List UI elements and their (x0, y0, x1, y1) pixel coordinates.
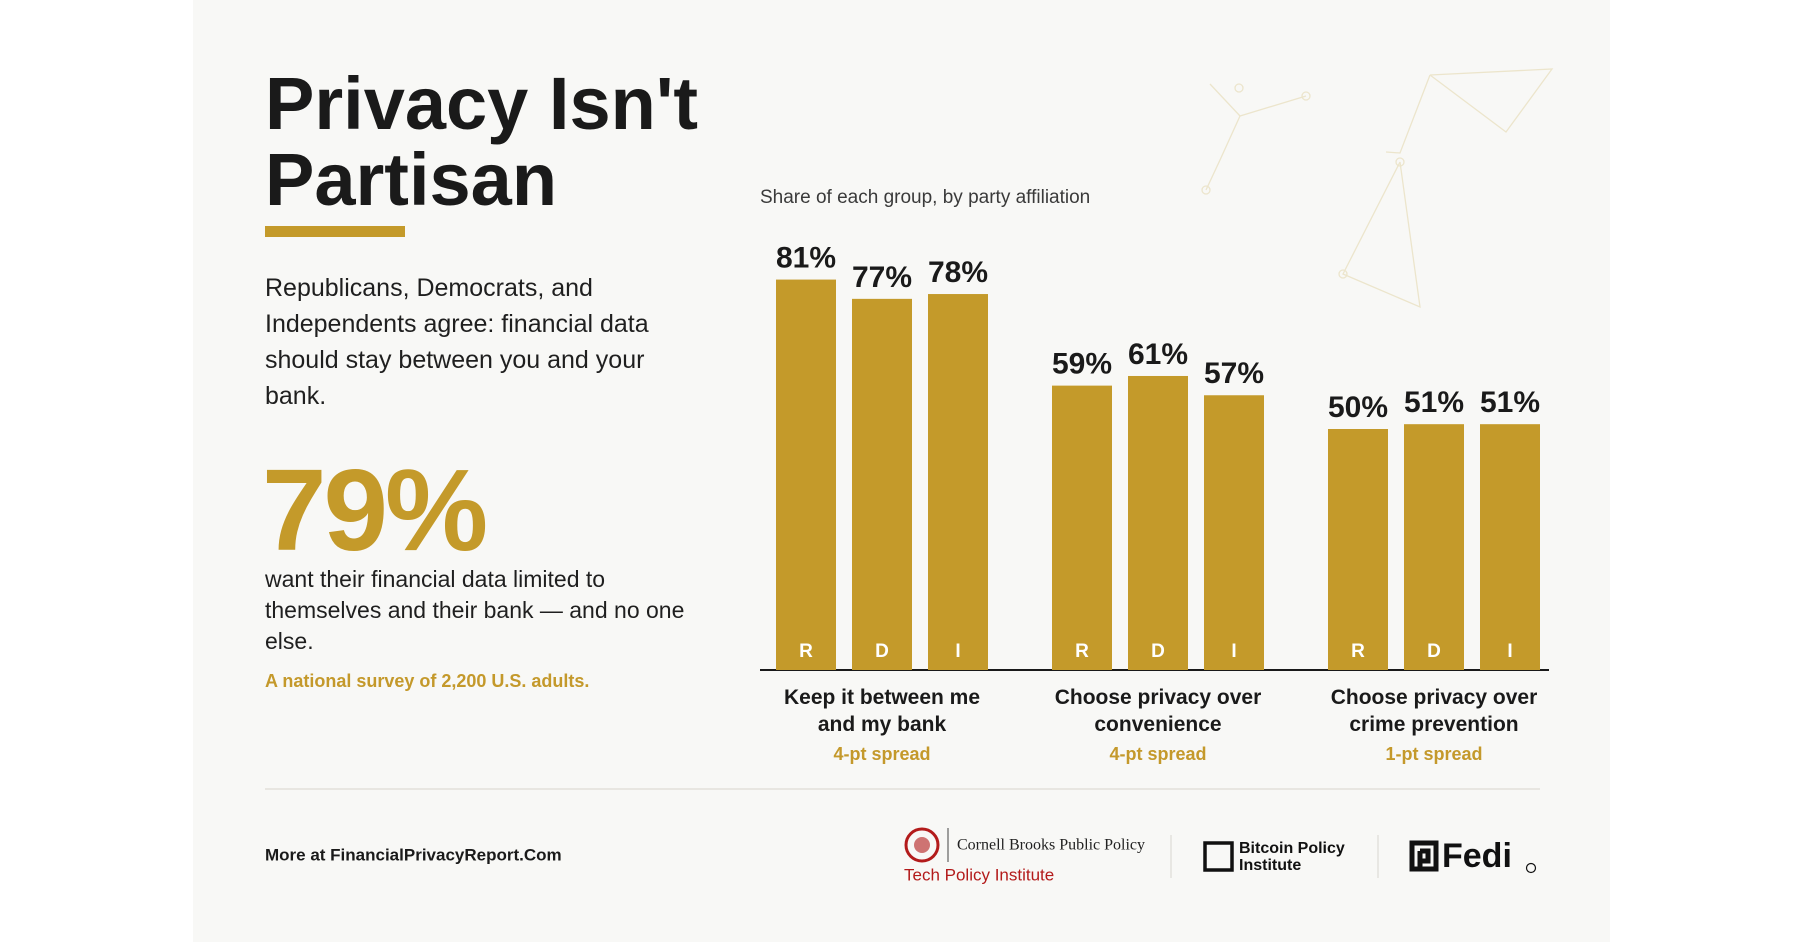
cornell-text: Cornell Brooks Public Policy (957, 837, 1145, 854)
value-label: 81% (776, 242, 836, 275)
chart-subtitle: Share of each group, by party affiliatio… (760, 187, 1090, 208)
category-note: 4-pt spread (833, 744, 931, 764)
bitcoin-logo: Bitcoin Policy Institute (1203, 840, 1345, 874)
bitcoin-text: Bitcoin Policy (1239, 840, 1345, 857)
value-label: 51% (1404, 386, 1464, 419)
series-label: D (1427, 641, 1441, 662)
fedi-mark (1409, 840, 1439, 872)
seal-center (914, 837, 930, 853)
category-note: 1-pt spread (1385, 744, 1483, 764)
bar (776, 279, 836, 670)
value-label: 59% (1052, 348, 1112, 381)
series-label: R (799, 641, 813, 662)
bar (1480, 424, 1540, 670)
value-label: 61% (1128, 338, 1188, 371)
category-note: 4-pt spread (1109, 744, 1207, 764)
bitcoin-box (1203, 841, 1234, 872)
category-label: Choose privacy over convenience (1054, 686, 1262, 736)
footer-link[interactable]: More at FinancialPrivacyReport.Com (265, 845, 562, 864)
value-label: 78% (928, 256, 988, 289)
tech-policy-text: Tech Policy Institute (904, 865, 1054, 884)
bitcoin-text: Institute (1239, 857, 1301, 874)
bar (1052, 385, 1112, 670)
series-label: I (955, 641, 960, 662)
bar (1328, 429, 1388, 670)
title: Privacy Isn't Partisan (265, 62, 699, 221)
value-label: 50% (1328, 391, 1388, 424)
intro: Republicans, Democrats, and Independents… (265, 274, 649, 410)
value-label: 51% (1480, 386, 1540, 419)
bar (1204, 395, 1264, 670)
value-label: 77% (852, 261, 912, 294)
fedi-logo: Fedi (1409, 837, 1537, 875)
series-label: I (1507, 641, 1512, 662)
series-label: R (1075, 641, 1089, 662)
series-label: D (875, 641, 889, 662)
category-label: Choose privacy over crime prevention (1330, 686, 1538, 736)
seal (904, 827, 940, 863)
stat-text: want their financial data limited to the… (265, 566, 685, 654)
value-label: 57% (1204, 357, 1264, 390)
bar (852, 298, 912, 670)
bar (928, 294, 988, 670)
title-underline (265, 226, 405, 237)
series-label: R (1351, 641, 1365, 662)
bar (1128, 375, 1188, 670)
series-label: I (1231, 641, 1236, 662)
stat-value: 79% (262, 445, 488, 575)
registered-mark (1525, 862, 1537, 874)
series-label: D (1151, 641, 1165, 662)
cornell-logo: Cornell Brooks Public Policy Tech Policy… (904, 827, 1145, 884)
bar (1404, 424, 1464, 670)
category-label: Keep it between me and my bank (783, 686, 981, 736)
survey-note: A national survey of 2,200 U.S. adults. (265, 671, 590, 691)
fedi-text: Fedi (1442, 837, 1512, 875)
